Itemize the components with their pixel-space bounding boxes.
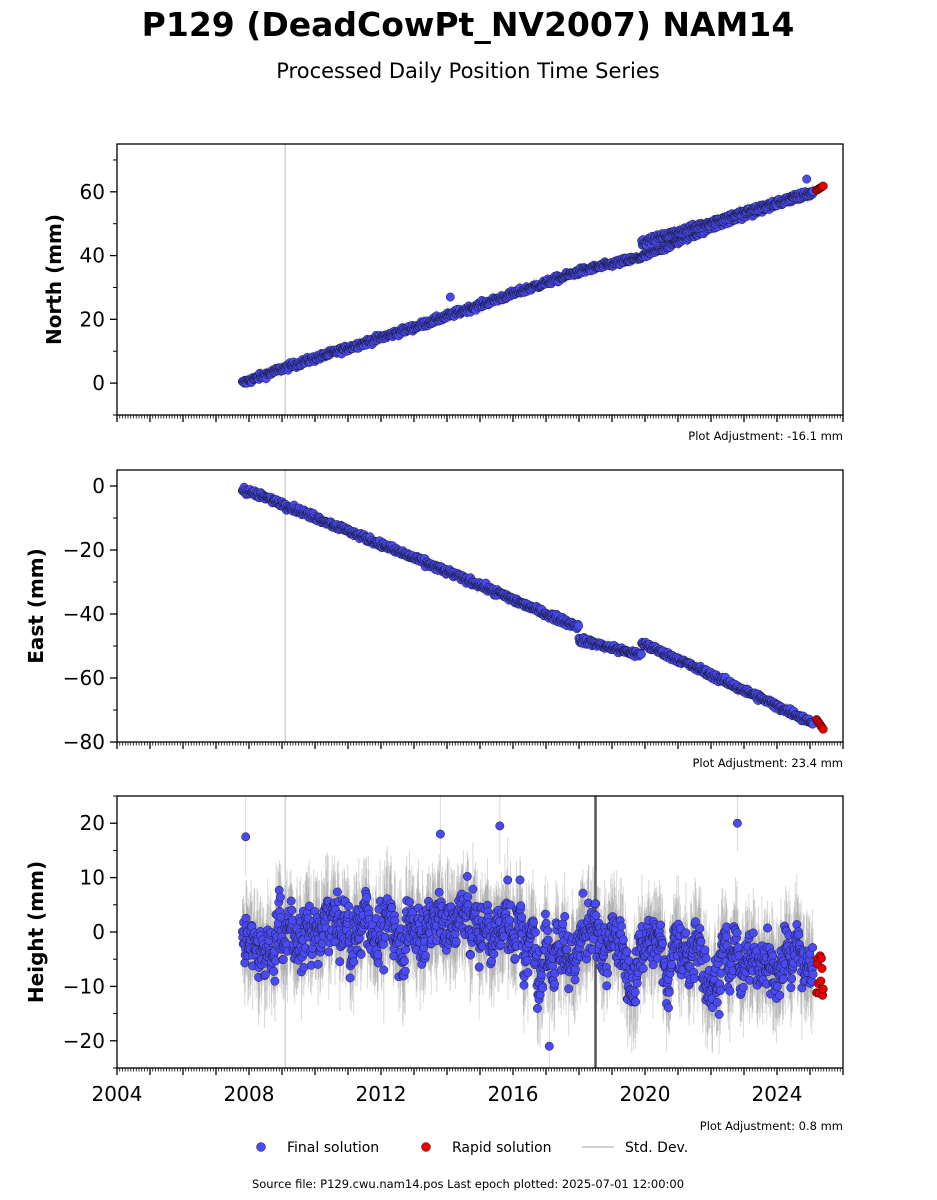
north-y-tick-label: 20 bbox=[80, 307, 105, 331]
north-rapid-point bbox=[818, 181, 828, 191]
north-plot-adjustment: Plot Adjustment: -16.1 mm bbox=[688, 429, 843, 443]
north-final-point bbox=[445, 292, 455, 302]
east-final-point bbox=[636, 649, 646, 659]
panels: 0 20 40 60 North (mm) Plot Adjustment: -16.1 … bbox=[24, 143, 844, 1133]
north-final-point bbox=[802, 174, 812, 184]
north-frame bbox=[116, 143, 844, 416]
north-y-tick-label: 60 bbox=[80, 180, 105, 204]
chart-subtitle: Processed Daily Position Time Series bbox=[276, 59, 660, 83]
east-y-tick-label: −40 bbox=[63, 602, 105, 626]
north-y-axis-label: North (mm) bbox=[42, 214, 66, 345]
north-panel: 0 20 40 60 North (mm) Plot Adjustment: -16.1 … bbox=[42, 143, 844, 443]
chart-title: P129 (DeadCowPt_NV2007) NAM14 bbox=[142, 5, 795, 44]
east-final-point bbox=[574, 621, 584, 631]
east-y-tick-label: 0 bbox=[92, 474, 105, 498]
east-y-tick-label: −60 bbox=[63, 666, 105, 690]
east-frame bbox=[116, 469, 844, 743]
east-y-tick-label: −20 bbox=[63, 538, 105, 562]
east-rapid-point bbox=[818, 724, 828, 734]
north-y-tick-label: 40 bbox=[80, 244, 105, 268]
north-y-tick-label: 0 bbox=[92, 371, 105, 395]
east-plot-area bbox=[237, 470, 828, 742]
north-plot-area bbox=[237, 144, 828, 415]
east-y-tick-label: −80 bbox=[63, 730, 105, 754]
